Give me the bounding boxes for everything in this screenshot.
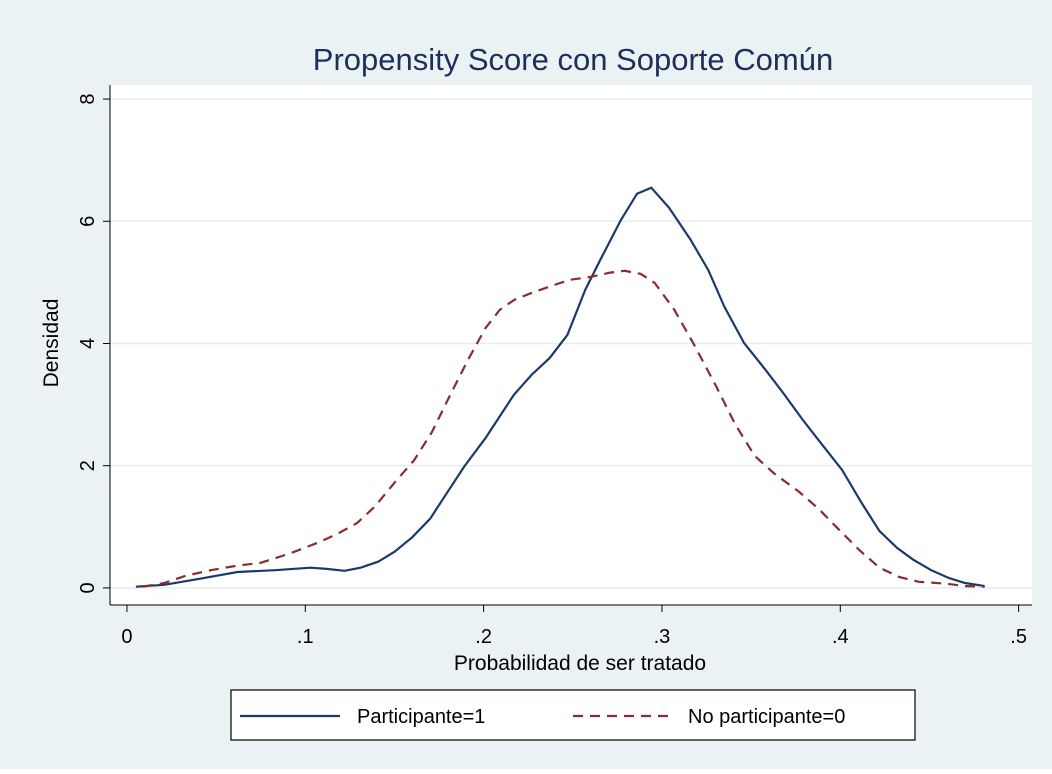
legend-label: Participante=1 (357, 706, 485, 728)
chart-title: Propensity Score con Soporte Común (313, 42, 833, 77)
y-tick-label: 6 (77, 216, 99, 227)
y-axis-title: Densidad (40, 299, 63, 388)
y-tick-label: 2 (77, 460, 99, 471)
legend-label: No participante=0 (688, 706, 845, 728)
x-tick-label: .1 (297, 626, 314, 648)
y-tick-label: 0 (77, 582, 99, 593)
x-tick-label: .2 (475, 626, 492, 648)
x-tick-label: .3 (654, 626, 671, 648)
plot-area (110, 85, 1032, 605)
x-axis-title: Probabilidad de ser tratado (454, 652, 706, 675)
line-series (142, 269, 985, 588)
y-tick-label: 8 (77, 93, 99, 104)
line-series (135, 186, 985, 588)
x-tick-label: .4 (832, 626, 849, 648)
y-tick-label: 4 (77, 338, 99, 349)
x-tick-label: 0 (121, 626, 132, 648)
x-tick-label: .5 (1010, 626, 1027, 648)
